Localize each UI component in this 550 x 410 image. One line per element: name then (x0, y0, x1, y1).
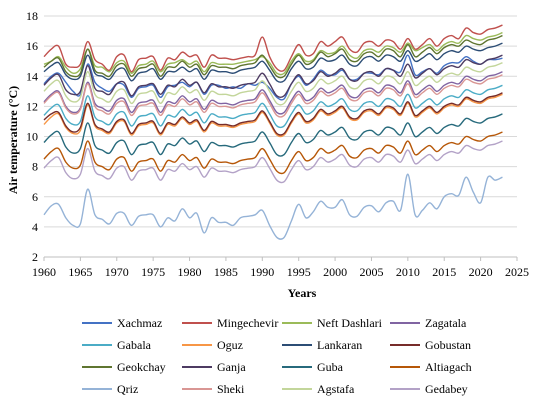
x-tick-label: 1990 (250, 265, 274, 279)
y-axis-title: Air temperature (°C) (6, 86, 20, 194)
legend-label-oguz: Oguz (217, 338, 243, 352)
legend-label-gabala: Gabala (117, 338, 152, 352)
y-tick-label: 10 (26, 130, 38, 144)
grid (44, 15, 517, 258)
series-line-ganja (43, 54, 503, 99)
series-lines (43, 24, 503, 240)
x-axis-ticks: 1960 1965 1970 1975 1980 1985 1990 1995 2000 2005… (32, 257, 529, 279)
series-line-oguz (43, 93, 503, 138)
legend-label-gobustan: Gobustan (425, 338, 471, 352)
legend-label-geokchay: Geokchay (117, 360, 166, 374)
x-tick-label: 2020 (469, 265, 493, 279)
series-line-lankaran (43, 42, 503, 83)
y-tick-label: 12 (26, 99, 38, 113)
y-tick-label: 8 (32, 160, 38, 174)
series-line-gobustan (43, 92, 503, 136)
legend-label-xachmaz: Xachmaz (117, 316, 162, 330)
series-line-guba (43, 113, 503, 157)
x-tick-label: 1985 (214, 265, 238, 279)
series-line-geokchay (43, 34, 503, 79)
y-tick-label: 14 (26, 69, 38, 83)
legend: Xachmaz Mingechevir Neft Dashlari Zagatala G… (82, 316, 472, 396)
x-tick-label: 1980 (178, 265, 202, 279)
legend-label-mingechevir: Mingechevir (217, 316, 278, 330)
legend-label-gedabey: Gedabey (425, 382, 468, 396)
x-tick-label: 2000 (323, 265, 347, 279)
legend-label-zagatala: Zagatala (425, 316, 467, 330)
series-line-agstafa (43, 62, 503, 106)
x-axis-title: Years (288, 286, 317, 300)
legend-label-neft-dashlari: Neft Dashlari (317, 316, 383, 330)
legend-label-altiagach: Altiagach (425, 360, 472, 374)
x-tick-label: 1970 (105, 265, 129, 279)
legend-label-ganja: Ganja (217, 360, 246, 374)
legend-label-sheki: Sheki (217, 382, 245, 396)
y-tick-label: 18 (26, 9, 38, 23)
series-line-gabala (43, 84, 503, 129)
series-line-zagatala (43, 71, 503, 115)
x-tick-label: 2005 (359, 265, 383, 279)
legend-label-agstafa: Agstafa (317, 382, 355, 396)
y-tick-label: 16 (26, 39, 38, 53)
series-line-neft-dashlari (43, 31, 503, 76)
series-line-gedabey (43, 140, 503, 184)
series-line-mingechevir (43, 24, 503, 73)
x-tick-label: 2025 (505, 265, 529, 279)
y-tick-label: 6 (32, 190, 38, 204)
y-tick-label: 4 (32, 220, 38, 234)
series-line-sheki (43, 74, 503, 118)
x-tick-label: 1965 (68, 265, 92, 279)
legend-label-lankaran: Lankaran (317, 338, 362, 352)
x-tick-label: 1975 (141, 265, 165, 279)
y-tick-label: 2 (32, 250, 38, 264)
x-tick-label: 2010 (396, 265, 420, 279)
x-tick-label: 1995 (287, 265, 311, 279)
series-line-altiagach (43, 131, 503, 175)
series-line-qriz (43, 173, 503, 240)
legend-label-qriz: Qriz (117, 382, 138, 396)
legend-label-guba: Guba (317, 360, 344, 374)
x-tick-label: 1960 (32, 265, 56, 279)
x-tick-label: 2015 (432, 265, 456, 279)
y-axis-ticks: 2 4 6 8 10 12 14 16 18 (26, 9, 38, 264)
